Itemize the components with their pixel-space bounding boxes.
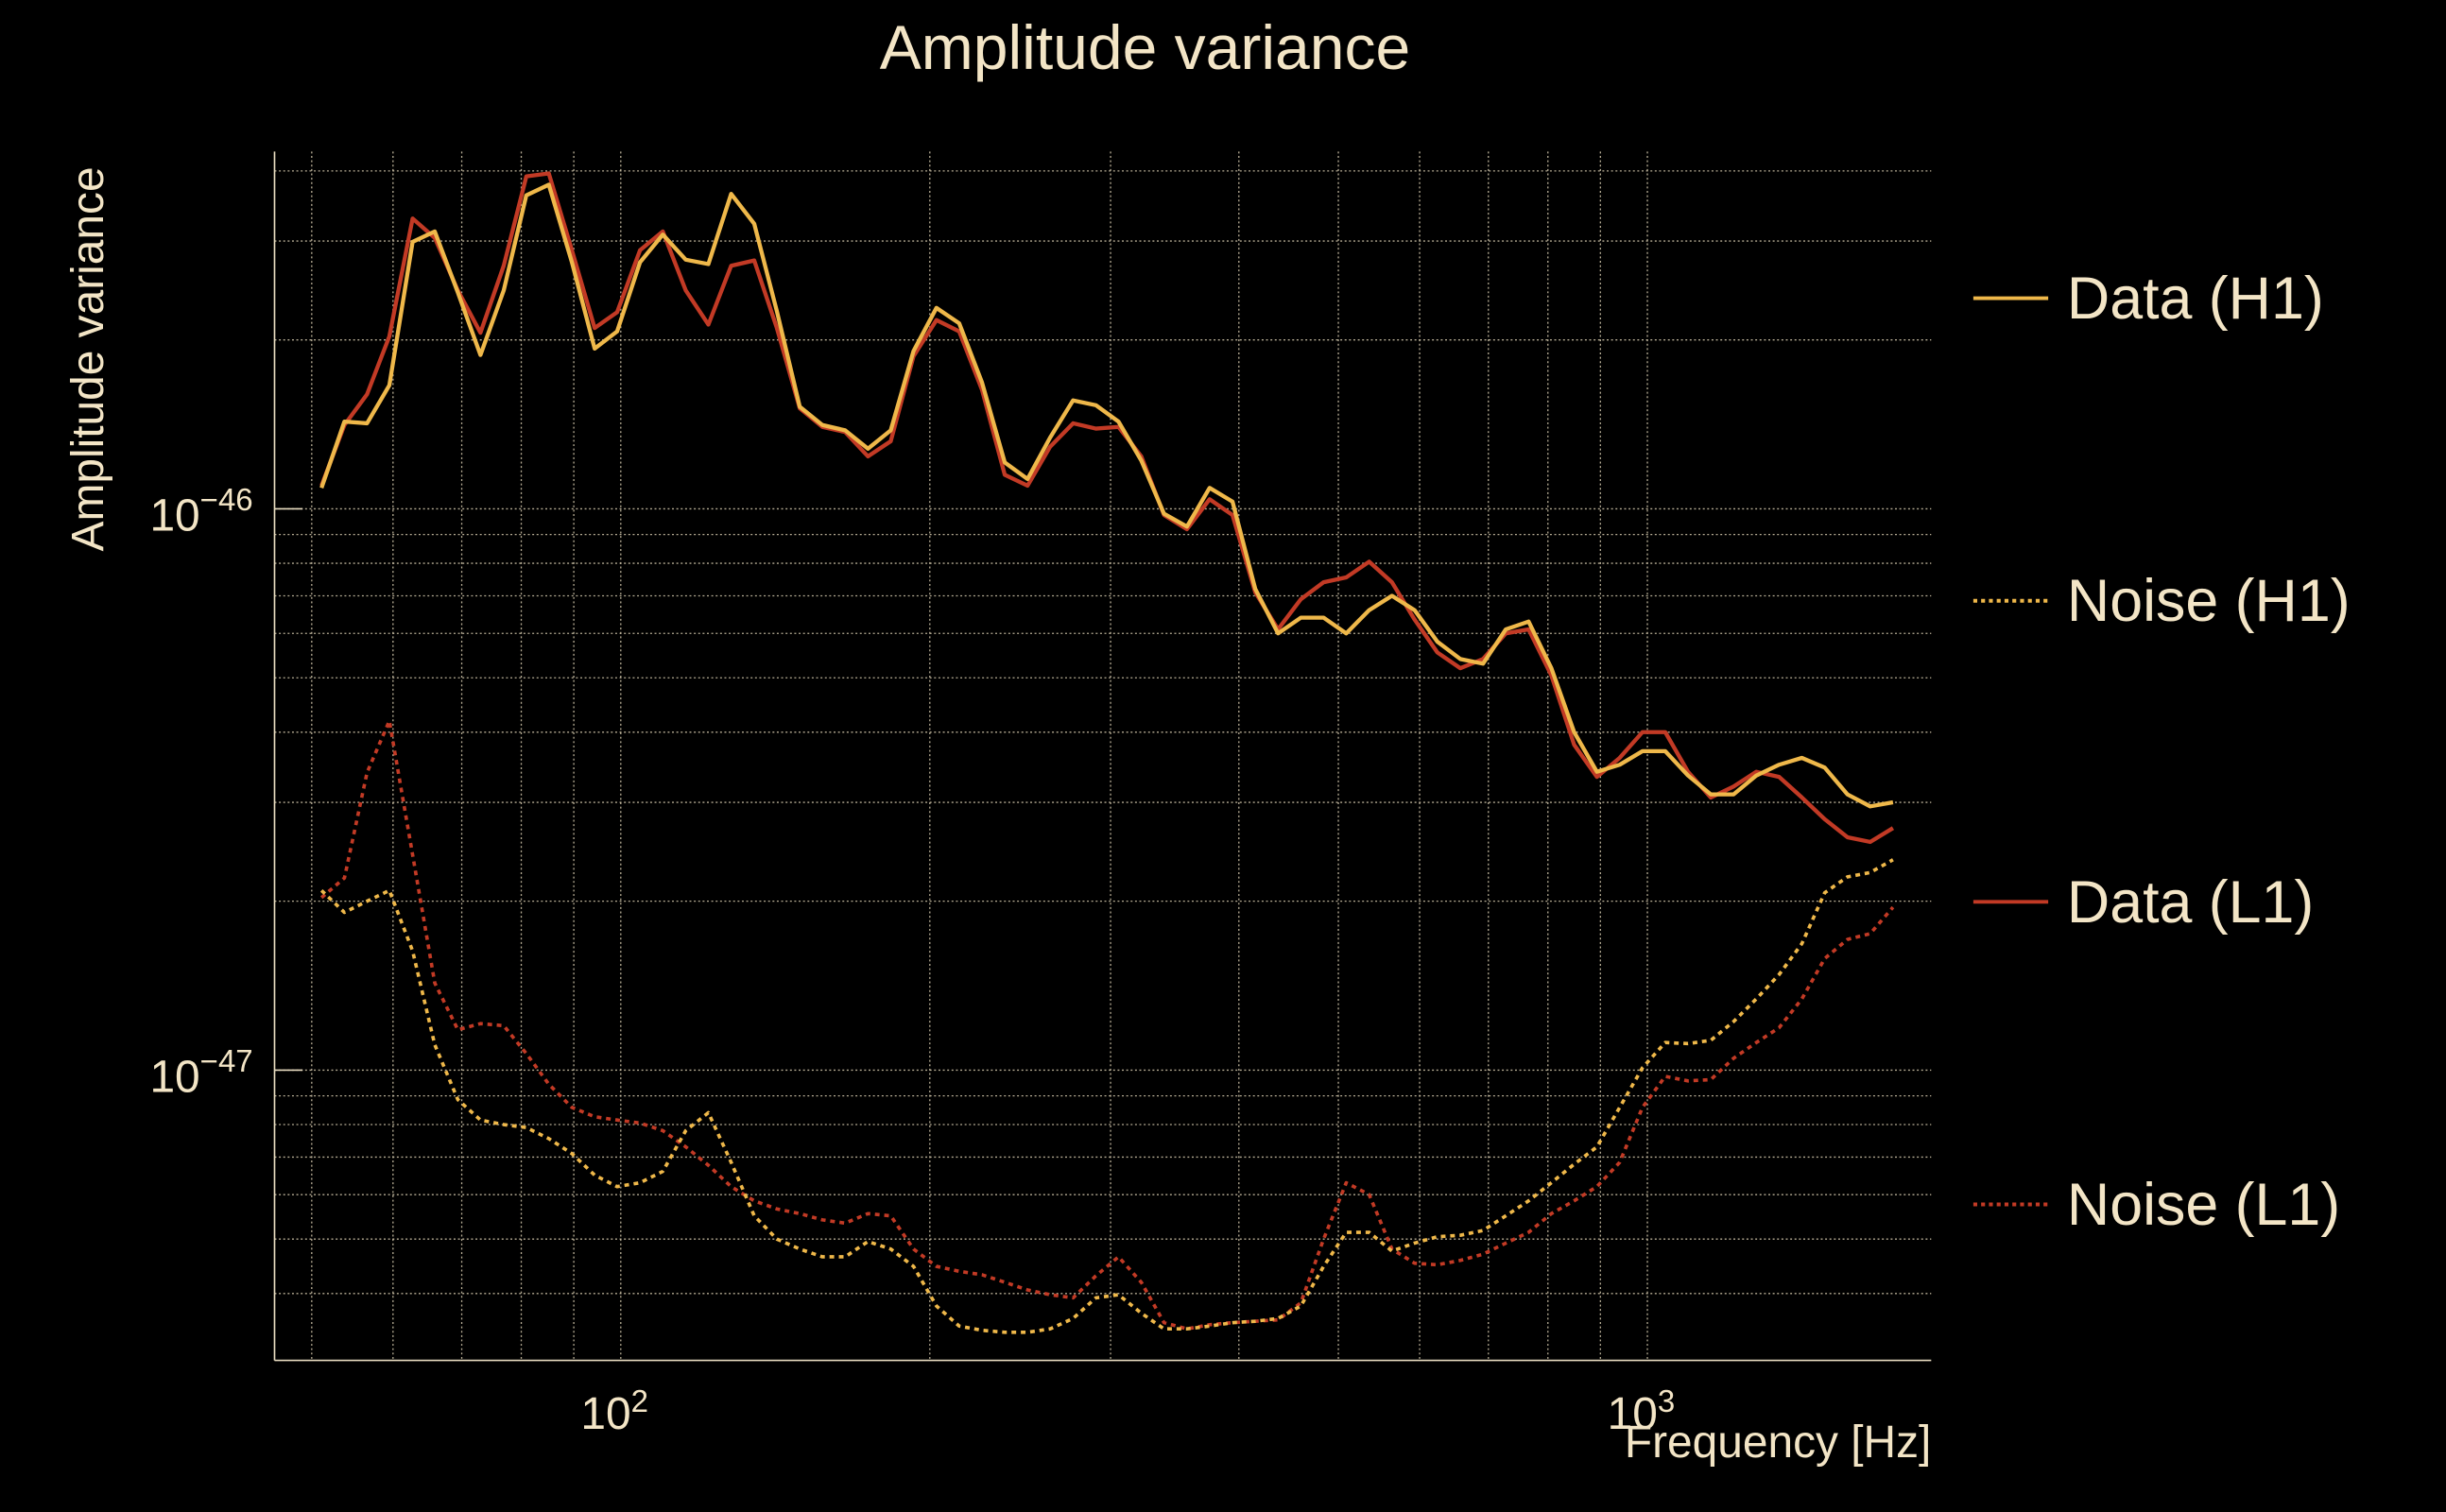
x-axis-label: Frequency [Hz] [1625, 1418, 1931, 1468]
legend-label: Noise (H1) [2067, 568, 2351, 634]
x-tick-exponent: 2 [631, 1383, 648, 1418]
series-line-noise-l1 [319, 719, 1895, 1332]
series-line-data-h1 [319, 182, 1894, 809]
x-tick-label: 103 [1608, 1383, 1676, 1439]
legend-label: Data (L1) [2067, 869, 2314, 936]
x-tick-base: 10 [580, 1389, 630, 1439]
axes [273, 151, 1932, 1362]
legend-label: Noise (L1) [2067, 1172, 2340, 1238]
legend-entry: Noise (L1) [1972, 1172, 2340, 1238]
grid-lines [274, 151, 1932, 1361]
y-axis-label: Amplitude variance [63, 166, 113, 551]
legend-entry: Data (H1) [1972, 266, 2324, 332]
y-tick-exponent: −46 [200, 482, 253, 517]
y-tick-base: 10 [149, 491, 199, 541]
y-tick-exponent: −47 [200, 1043, 253, 1078]
y-tick-label: 10−47 [149, 1043, 252, 1102]
x-tick-base: 10 [1608, 1389, 1658, 1439]
chart-title: Amplitude variance [880, 12, 1410, 82]
series-line-data-l1 [319, 171, 1895, 845]
series-line-noise-h1 [319, 858, 1894, 1334]
x-tick-exponent: 3 [1658, 1383, 1675, 1418]
y-tick-base: 10 [149, 1053, 199, 1103]
legend-label: Data (H1) [2067, 266, 2324, 332]
legend: Data (H1) Noise (H1) Data (L1) Noise (L1) [1972, 266, 2351, 1238]
x-tick-label: 102 [580, 1383, 648, 1439]
y-tick-label: 10−46 [149, 482, 252, 541]
series-lines [319, 171, 1895, 1334]
legend-entry: Noise (H1) [1972, 568, 2351, 634]
legend-entry: Data (L1) [1972, 869, 2314, 936]
